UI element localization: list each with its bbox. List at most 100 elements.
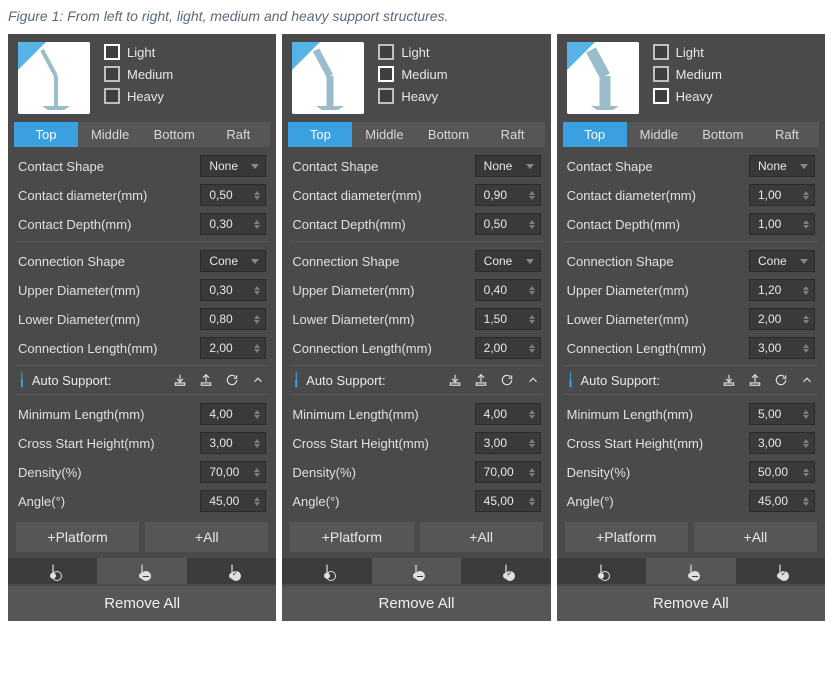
density-input[interactable]: 50,00 xyxy=(749,461,815,483)
platform-button[interactable]: +Platform xyxy=(16,522,139,552)
connection-shape-select[interactable]: Cone xyxy=(749,250,815,272)
spin-buttons[interactable] xyxy=(253,286,261,295)
contact-diameter-input[interactable]: 0,50 xyxy=(200,184,266,206)
spin-buttons[interactable] xyxy=(802,344,810,353)
check-light[interactable]: Light xyxy=(653,44,722,60)
all-button[interactable]: +All xyxy=(145,522,268,552)
tab-raft[interactable]: Raft xyxy=(755,122,819,147)
spin-buttons[interactable] xyxy=(253,410,261,419)
spin-buttons[interactable] xyxy=(528,468,536,477)
tab-raft[interactable]: Raft xyxy=(481,122,545,147)
contact-shape-select[interactable]: None xyxy=(749,155,815,177)
contact-shape-select[interactable]: None xyxy=(200,155,266,177)
connection-shape-select[interactable]: Cone xyxy=(475,250,541,272)
min-length-input[interactable]: 4,00 xyxy=(475,403,541,425)
min-length-input[interactable]: 4,00 xyxy=(200,403,266,425)
contact-depth-input[interactable]: 0,50 xyxy=(475,213,541,235)
check-heavy[interactable]: Heavy xyxy=(653,88,722,104)
lower-diameter-input[interactable]: 2,00 xyxy=(749,308,815,330)
mini-btn-2[interactable] xyxy=(646,558,735,584)
export-icon[interactable] xyxy=(473,372,489,388)
contact-depth-input[interactable]: 1,00 xyxy=(749,213,815,235)
connection-length-input[interactable]: 3,00 xyxy=(749,337,815,359)
tab-bottom[interactable]: Bottom xyxy=(142,122,206,147)
upper-diameter-input[interactable]: 0,30 xyxy=(200,279,266,301)
platform-button[interactable]: +Platform xyxy=(290,522,413,552)
check-heavy[interactable]: Heavy xyxy=(104,88,173,104)
all-button[interactable]: +All xyxy=(420,522,543,552)
collapse-icon[interactable] xyxy=(799,372,815,388)
contact-depth-input[interactable]: 0,30 xyxy=(200,213,266,235)
contact-diameter-input[interactable]: 0,90 xyxy=(475,184,541,206)
remove-all-button[interactable]: Remove All xyxy=(557,586,825,621)
spin-buttons[interactable] xyxy=(802,191,810,200)
spin-buttons[interactable] xyxy=(528,220,536,229)
spin-buttons[interactable] xyxy=(253,439,261,448)
spin-buttons[interactable] xyxy=(528,344,536,353)
angle-input[interactable]: 45,00 xyxy=(200,490,266,512)
check-medium[interactable]: Medium xyxy=(653,66,722,82)
collapse-icon[interactable] xyxy=(525,372,541,388)
tab-middle[interactable]: Middle xyxy=(78,122,142,147)
export-icon[interactable] xyxy=(747,372,763,388)
check-light[interactable]: Light xyxy=(378,44,447,60)
spin-buttons[interactable] xyxy=(528,497,536,506)
refresh-icon[interactable] xyxy=(224,372,240,388)
refresh-icon[interactable] xyxy=(773,372,789,388)
connection-length-input[interactable]: 2,00 xyxy=(200,337,266,359)
collapse-icon[interactable] xyxy=(250,372,266,388)
check-heavy[interactable]: Heavy xyxy=(378,88,447,104)
lower-diameter-input[interactable]: 1,50 xyxy=(475,308,541,330)
spin-buttons[interactable] xyxy=(253,468,261,477)
upper-diameter-input[interactable]: 0,40 xyxy=(475,279,541,301)
mini-btn-1[interactable] xyxy=(557,558,646,584)
spin-buttons[interactable] xyxy=(253,497,261,506)
spin-buttons[interactable] xyxy=(528,410,536,419)
cross-start-input[interactable]: 3,00 xyxy=(475,432,541,454)
import-icon[interactable] xyxy=(447,372,463,388)
mini-btn-3[interactable]: ✓ xyxy=(187,558,276,584)
spin-buttons[interactable] xyxy=(253,191,261,200)
spin-buttons[interactable] xyxy=(802,439,810,448)
min-length-input[interactable]: 5,00 xyxy=(749,403,815,425)
mini-btn-2[interactable] xyxy=(372,558,461,584)
check-medium[interactable]: Medium xyxy=(104,66,173,82)
density-input[interactable]: 70,00 xyxy=(200,461,266,483)
remove-all-button[interactable]: Remove All xyxy=(8,586,276,621)
tab-bottom[interactable]: Bottom xyxy=(691,122,755,147)
all-button[interactable]: +All xyxy=(694,522,817,552)
spin-buttons[interactable] xyxy=(253,344,261,353)
import-icon[interactable] xyxy=(172,372,188,388)
spin-buttons[interactable] xyxy=(802,497,810,506)
connection-shape-select[interactable]: Cone xyxy=(200,250,266,272)
cross-start-input[interactable]: 3,00 xyxy=(749,432,815,454)
tab-top[interactable]: Top xyxy=(563,122,627,147)
contact-shape-select[interactable]: None xyxy=(475,155,541,177)
spin-buttons[interactable] xyxy=(802,220,810,229)
tab-top[interactable]: Top xyxy=(14,122,78,147)
remove-all-button[interactable]: Remove All xyxy=(282,586,550,621)
spin-buttons[interactable] xyxy=(528,439,536,448)
cross-start-input[interactable]: 3,00 xyxy=(200,432,266,454)
lower-diameter-input[interactable]: 0,80 xyxy=(200,308,266,330)
import-icon[interactable] xyxy=(721,372,737,388)
mini-btn-3[interactable]: ✓ xyxy=(736,558,825,584)
spin-buttons[interactable] xyxy=(528,191,536,200)
spin-buttons[interactable] xyxy=(802,286,810,295)
connection-length-input[interactable]: 2,00 xyxy=(475,337,541,359)
tab-middle[interactable]: Middle xyxy=(627,122,691,147)
density-input[interactable]: 70,00 xyxy=(475,461,541,483)
mini-btn-3[interactable]: ✓ xyxy=(461,558,550,584)
spin-buttons[interactable] xyxy=(253,315,261,324)
spin-buttons[interactable] xyxy=(528,286,536,295)
tab-bottom[interactable]: Bottom xyxy=(416,122,480,147)
angle-input[interactable]: 45,00 xyxy=(475,490,541,512)
spin-buttons[interactable] xyxy=(802,410,810,419)
contact-diameter-input[interactable]: 1,00 xyxy=(749,184,815,206)
angle-input[interactable]: 45,00 xyxy=(749,490,815,512)
spin-buttons[interactable] xyxy=(802,468,810,477)
spin-buttons[interactable] xyxy=(802,315,810,324)
spin-buttons[interactable] xyxy=(528,315,536,324)
check-light[interactable]: Light xyxy=(104,44,173,60)
platform-button[interactable]: +Platform xyxy=(565,522,688,552)
